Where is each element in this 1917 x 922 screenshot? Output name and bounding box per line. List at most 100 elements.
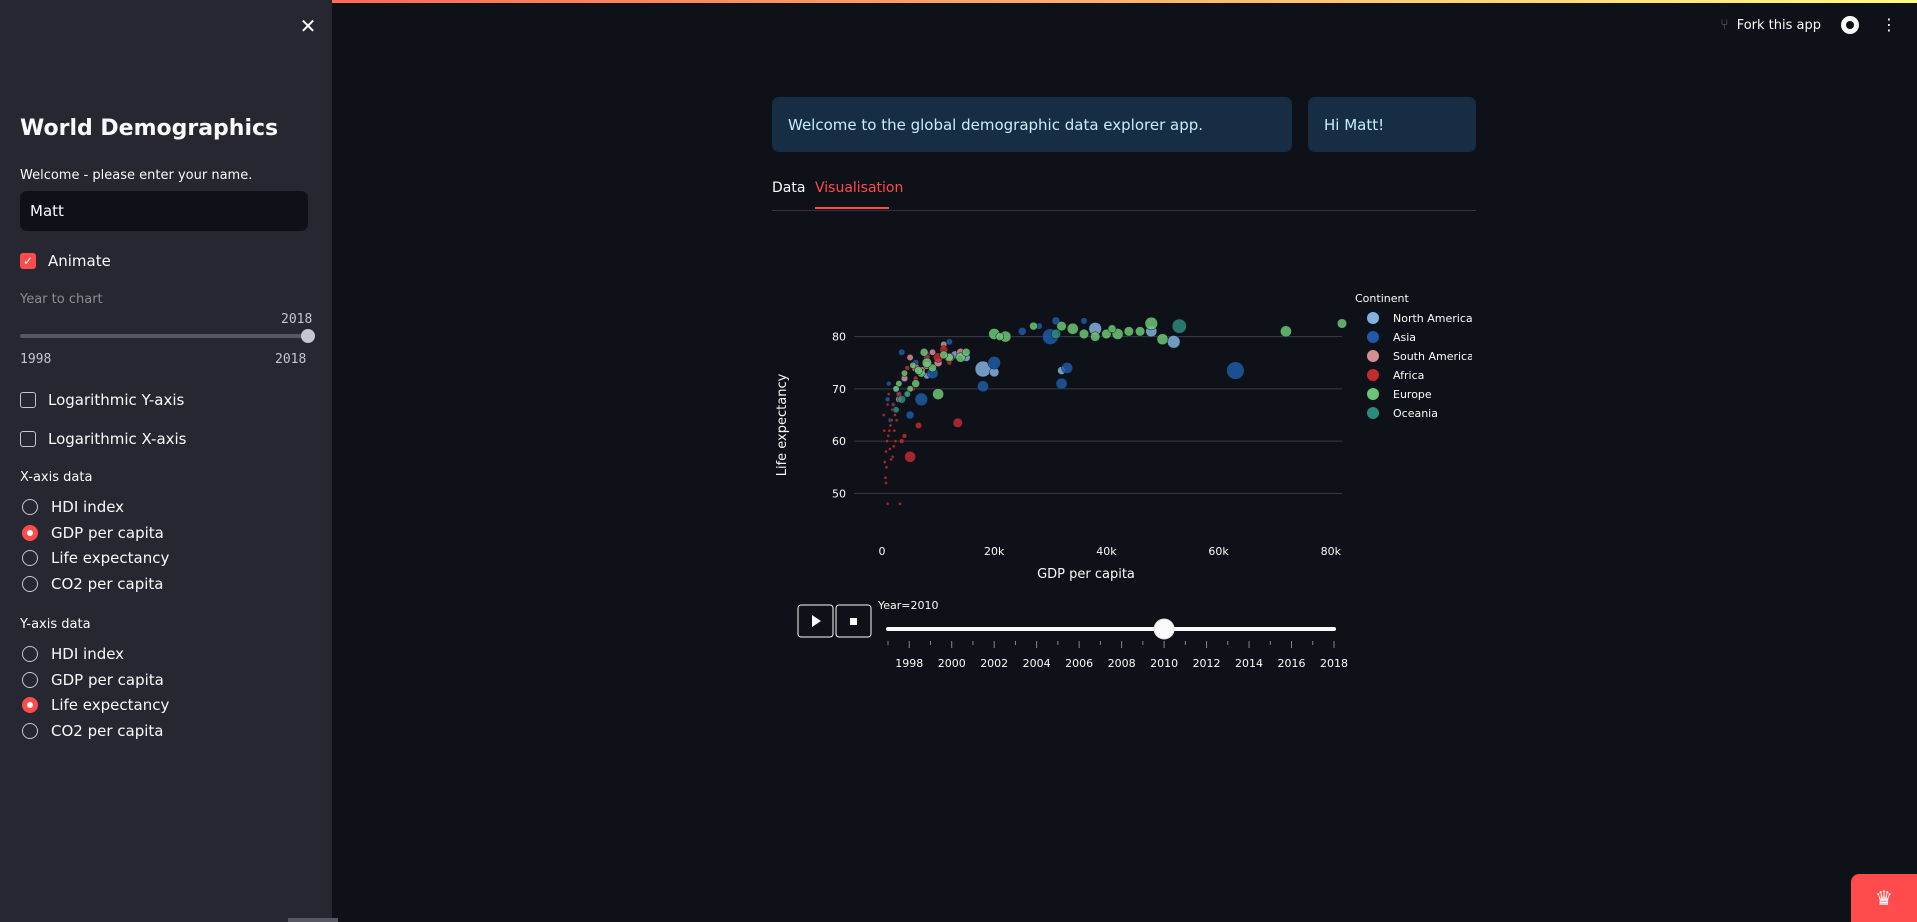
data-point-europe[interactable] — [909, 361, 917, 369]
data-point-africa[interactable] — [893, 413, 897, 417]
tab-visualisation[interactable]: Visualisation — [815, 180, 904, 196]
data-point-africa[interactable] — [894, 418, 899, 423]
data-point-africa[interactable] — [893, 439, 898, 443]
log-y-row[interactable]: Logarithmic Y-axis — [20, 391, 184, 409]
data-point-africa[interactable] — [883, 460, 887, 464]
data-point-oceania[interactable] — [1050, 328, 1061, 340]
data-point-europe[interactable] — [955, 352, 966, 363]
legend-marker[interactable] — [1367, 388, 1379, 400]
data-point-europe[interactable] — [1101, 328, 1112, 340]
slider-year-label[interactable]: 2000 — [938, 657, 966, 670]
data-point-africa[interactable] — [883, 475, 888, 480]
data-point-africa[interactable] — [915, 422, 922, 429]
slider-year-label[interactable]: 2008 — [1108, 657, 1136, 670]
data-point-africa[interactable] — [885, 402, 890, 407]
y-axis-option-gdp-per-capita[interactable]: GDP per capita — [22, 671, 164, 689]
slider-year-label[interactable]: 2010 — [1150, 657, 1178, 670]
data-point-europe[interactable] — [1336, 318, 1348, 329]
streamlit-crown-icon[interactable]: ♛ — [1851, 874, 1917, 922]
data-point-europe[interactable] — [1090, 331, 1101, 342]
y-axis-option-life-expectancy[interactable]: Life expectancy — [22, 696, 169, 714]
year-slider-track[interactable] — [20, 334, 308, 338]
legend-marker[interactable] — [1367, 407, 1379, 419]
legend-marker[interactable] — [1367, 312, 1379, 324]
data-point-europe[interactable] — [895, 380, 903, 388]
slider-year-label[interactable]: 2006 — [1065, 657, 1093, 670]
x-axis-radio[interactable] — [22, 575, 38, 592]
stop-button[interactable] — [835, 604, 872, 638]
data-point-europe[interactable] — [911, 379, 920, 388]
y-axis-radio[interactable] — [22, 697, 38, 713]
name-input[interactable] — [20, 191, 308, 231]
legend-item[interactable]: Oceania — [1393, 407, 1438, 420]
x-axis-option-co2-per-capita[interactable]: CO2 per capita — [22, 575, 163, 593]
data-point-europe[interactable] — [906, 385, 914, 393]
slider-year-label[interactable]: 2014 — [1235, 657, 1263, 670]
log-x-row[interactable]: Logarithmic X-axis — [20, 430, 187, 448]
legend-item[interactable]: Africa — [1393, 369, 1424, 382]
slider-year-label[interactable]: 2002 — [980, 657, 1008, 670]
data-point-africa[interactable] — [885, 502, 890, 506]
data-point-asia[interactable] — [1061, 362, 1073, 374]
year-slider-thumb[interactable] — [301, 329, 315, 343]
slider-year-label[interactable]: 2012 — [1193, 657, 1221, 670]
legend-item[interactable]: North America — [1393, 312, 1472, 325]
data-point-asia[interactable] — [987, 356, 1001, 370]
slider-year-label[interactable]: 2016 — [1278, 657, 1306, 670]
data-point-africa[interactable] — [889, 418, 894, 423]
fork-button[interactable]: ⑂ Fork this app — [1720, 17, 1821, 33]
data-point-europe[interactable] — [1123, 326, 1134, 337]
data-point-europe[interactable] — [914, 366, 923, 375]
data-point-europe[interactable] — [901, 369, 908, 377]
data-point-africa[interactable] — [898, 502, 902, 506]
close-sidebar-icon[interactable]: ✕ — [299, 14, 317, 38]
x-axis-radio[interactable] — [22, 499, 38, 515]
data-point-africa[interactable] — [890, 454, 895, 459]
data-point-africa[interactable] — [884, 481, 888, 485]
data-point-europe[interactable] — [1029, 321, 1038, 331]
data-point-africa[interactable] — [891, 402, 896, 407]
legend-item[interactable]: South America — [1393, 350, 1472, 363]
data-point-africa[interactable] — [899, 438, 905, 444]
data-point-africa[interactable] — [952, 417, 963, 428]
data-point-asia[interactable] — [885, 396, 891, 402]
animate-checkbox-row[interactable]: ✓ Animate — [20, 252, 111, 270]
github-icon[interactable] — [1841, 16, 1859, 34]
data-point-europe[interactable] — [995, 332, 1005, 341]
sidebar-scrollbar[interactable] — [288, 918, 338, 922]
legend-marker[interactable] — [1367, 369, 1379, 381]
data-point-europe[interactable] — [1056, 321, 1067, 332]
slider-year-label[interactable]: 2004 — [1023, 657, 1051, 670]
data-point-africa[interactable] — [892, 428, 897, 433]
data-point-africa[interactable] — [904, 450, 916, 463]
data-point-asia[interactable] — [945, 338, 953, 346]
data-point-africa[interactable] — [901, 433, 908, 439]
data-point-europe[interactable] — [932, 388, 944, 400]
data-point-africa[interactable] — [881, 413, 886, 417]
x-axis-option-life-expectancy[interactable]: Life expectancy — [22, 549, 169, 567]
data-point-africa[interactable] — [882, 428, 887, 433]
data-point-asia[interactable] — [977, 380, 989, 393]
x-axis-option-gdp-per-capita[interactable]: GDP per capita — [22, 524, 164, 542]
data-point-europe[interactable] — [919, 348, 929, 357]
data-point-asia[interactable] — [898, 348, 906, 356]
data-point-oceania[interactable] — [892, 406, 900, 414]
data-point-africa[interactable] — [889, 457, 893, 462]
data-point-europe[interactable] — [1144, 316, 1158, 331]
y-axis-radio[interactable] — [22, 646, 38, 662]
data-point-africa[interactable] — [888, 447, 892, 451]
data-point-europe[interactable] — [1078, 328, 1090, 340]
data-point-europe[interactable] — [921, 357, 932, 368]
legend-item[interactable]: Europe — [1393, 388, 1432, 401]
data-point-europe[interactable] — [1156, 333, 1169, 346]
data-point-asia[interactable] — [1226, 361, 1245, 380]
data-point-asia[interactable] — [886, 380, 892, 387]
data-point-asia[interactable] — [1018, 327, 1027, 336]
animate-checkbox[interactable]: ✓ — [20, 253, 36, 269]
log-y-checkbox[interactable] — [20, 392, 36, 408]
legend-marker[interactable] — [1367, 331, 1379, 343]
legend-item[interactable]: Asia — [1393, 331, 1416, 344]
year-slider-thumb[interactable] — [1153, 618, 1175, 640]
data-point-europe[interactable] — [1107, 324, 1117, 333]
legend-marker[interactable] — [1367, 350, 1379, 362]
